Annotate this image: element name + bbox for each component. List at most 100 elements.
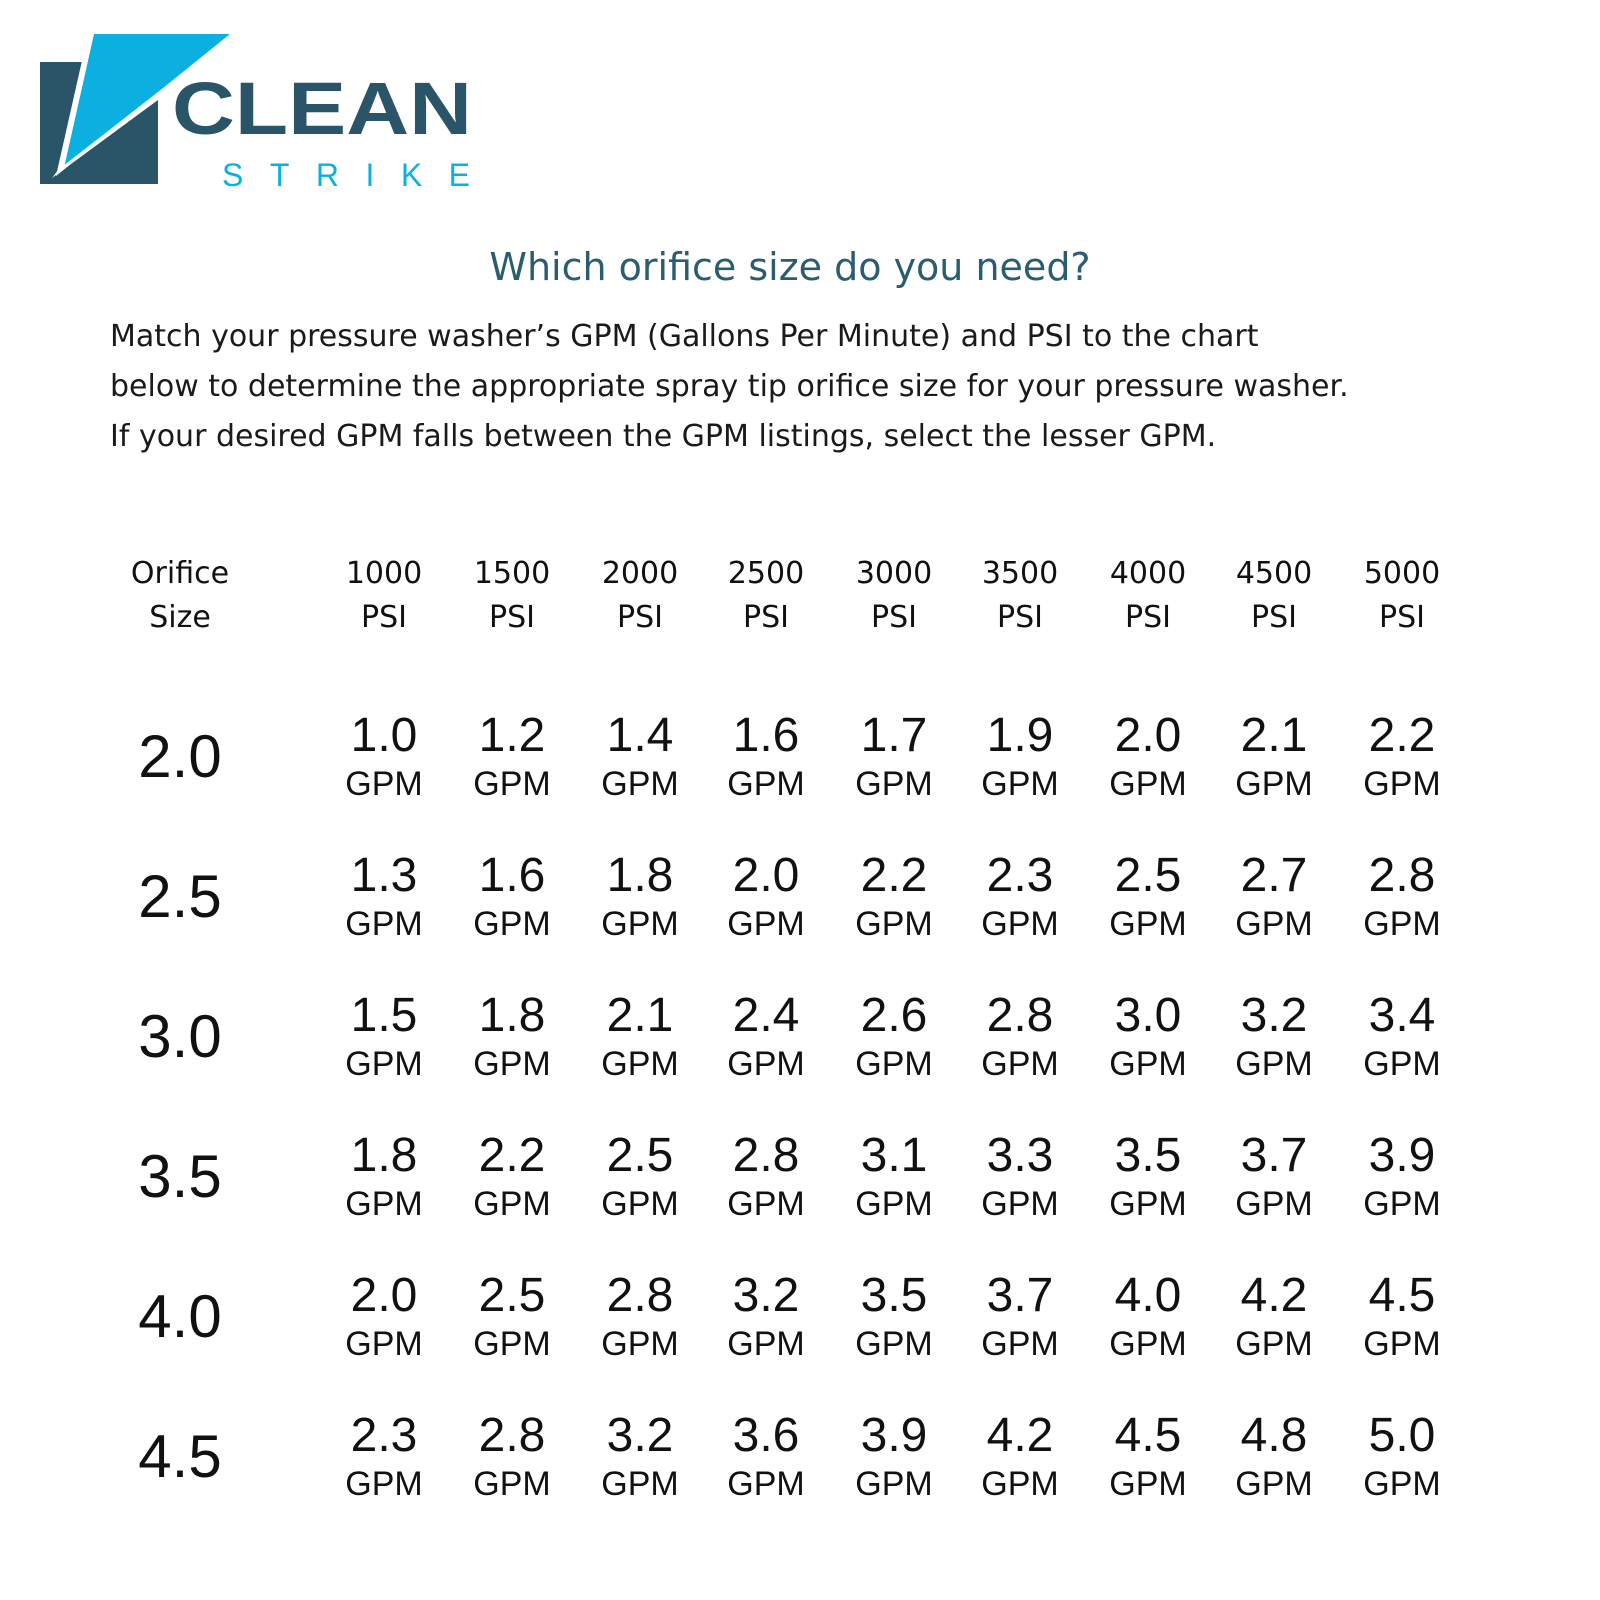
- gpm-value: 4.2: [1240, 1269, 1308, 1322]
- gpm-value: 3.0: [1114, 989, 1182, 1042]
- gpm-value: 2.7: [1240, 849, 1308, 902]
- gpm-unit: GPM: [1235, 1045, 1313, 1083]
- gpm-value: 1.8: [350, 1129, 418, 1182]
- header-orifice-size: Orifice Size: [121, 552, 239, 640]
- gpm-unit: GPM: [1363, 1465, 1441, 1503]
- gpm-unit: GPM: [1109, 1045, 1187, 1083]
- gpm-value: 4.8: [1240, 1409, 1308, 1462]
- gpm-value: 3.1: [860, 1129, 928, 1182]
- gpm-value: 3.2: [1240, 989, 1308, 1042]
- gpm-unit: GPM: [1235, 1465, 1313, 1503]
- gpm-unit: GPM: [601, 1465, 679, 1503]
- header-text: 1000: [345, 556, 423, 591]
- gpm-value: 2.6: [860, 989, 928, 1042]
- gpm-value: 3.3: [986, 1129, 1054, 1182]
- gpm-value: 1.3: [350, 849, 418, 902]
- gpm-value: 3.4: [1368, 989, 1436, 1042]
- gpm-value: 2.8: [1368, 849, 1436, 902]
- gpm-unit: GPM: [473, 1325, 551, 1363]
- gpm-unit: GPM: [981, 1185, 1059, 1223]
- intro-line: If your desired GPM falls between the GP…: [110, 419, 1217, 454]
- gpm-value: 2.5: [478, 1269, 546, 1322]
- header-text: 1500: [473, 556, 551, 591]
- header-text: PSI: [997, 600, 1043, 635]
- gpm-value: 1.8: [478, 989, 546, 1042]
- gpm-unit: GPM: [855, 1185, 933, 1223]
- orifice-size: 3.0: [138, 1003, 222, 1070]
- gpm-value: 3.5: [860, 1269, 928, 1322]
- header-psi: 3000 PSI: [835, 552, 953, 640]
- gpm-unit: GPM: [727, 1465, 805, 1503]
- header-text: 4000: [1109, 556, 1187, 591]
- gpm-unit: GPM: [345, 1325, 423, 1363]
- gpm-unit: GPM: [727, 1325, 805, 1363]
- gpm-value: 2.2: [860, 849, 928, 902]
- gpm-unit: GPM: [981, 765, 1059, 803]
- gpm-value: 2.5: [606, 1129, 674, 1182]
- header-psi: 1500 PSI: [453, 552, 571, 640]
- intro-line: Match your pressure washer’s GPM (Gallon…: [110, 319, 1259, 354]
- gpm-unit: GPM: [981, 1325, 1059, 1363]
- gpm-unit: GPM: [855, 1045, 933, 1083]
- gpm-unit: GPM: [981, 1045, 1059, 1083]
- gpm-unit: GPM: [727, 765, 805, 803]
- gpm-value: 2.8: [732, 1129, 800, 1182]
- gpm-unit: GPM: [473, 1045, 551, 1083]
- gpm-unit: GPM: [1363, 1045, 1441, 1083]
- gpm-value: 2.3: [350, 1409, 418, 1462]
- gpm-value: 4.0: [1114, 1269, 1182, 1322]
- gpm-unit: GPM: [855, 905, 933, 943]
- gpm-unit: GPM: [473, 765, 551, 803]
- gpm-value: 2.4: [732, 989, 800, 1042]
- gpm-unit: GPM: [345, 1465, 423, 1503]
- header-text: PSI: [871, 600, 917, 635]
- gpm-value: 1.7: [860, 709, 928, 762]
- gpm-value: 2.5: [1114, 849, 1182, 902]
- gpm-unit: GPM: [727, 1185, 805, 1223]
- header-psi: 4500 PSI: [1215, 552, 1333, 640]
- gpm-value: 2.8: [986, 989, 1054, 1042]
- svg-text:CLEAN: CLEAN: [172, 67, 472, 150]
- gpm-unit: GPM: [473, 1185, 551, 1223]
- gpm-value: 4.5: [1114, 1409, 1182, 1462]
- page-title: Which orifice size do you need?: [489, 245, 1091, 289]
- orifice-size: 3.5: [138, 1143, 222, 1210]
- gpm-unit: GPM: [601, 1185, 679, 1223]
- gpm-unit: GPM: [1109, 765, 1187, 803]
- gpm-unit: GPM: [473, 1465, 551, 1503]
- header-text: PSI: [1125, 600, 1171, 635]
- gpm-unit: GPM: [601, 765, 679, 803]
- gpm-unit: GPM: [601, 905, 679, 943]
- gpm-unit: GPM: [345, 1045, 423, 1083]
- gpm-unit: GPM: [601, 1325, 679, 1363]
- gpm-unit: GPM: [981, 1465, 1059, 1503]
- gpm-unit: GPM: [345, 1185, 423, 1223]
- gpm-value: 4.2: [986, 1409, 1054, 1462]
- gpm-value: 1.2: [478, 709, 546, 762]
- gpm-unit: GPM: [345, 905, 423, 943]
- clean-strike-logo: CLEAN STRIKE: [40, 34, 472, 190]
- gpm-value: 1.0: [350, 709, 418, 762]
- gpm-value: 3.2: [732, 1269, 800, 1322]
- header-text: 3500: [981, 556, 1059, 591]
- gpm-unit: GPM: [1235, 1325, 1313, 1363]
- gpm-value: 2.1: [606, 989, 674, 1042]
- gpm-unit: GPM: [1109, 905, 1187, 943]
- gpm-unit: GPM: [473, 905, 551, 943]
- gpm-unit: GPM: [855, 765, 933, 803]
- header-psi: 5000 PSI: [1343, 552, 1461, 640]
- gpm-value: 2.2: [1368, 709, 1436, 762]
- gpm-unit: GPM: [1109, 1185, 1187, 1223]
- gpm-unit: GPM: [981, 905, 1059, 943]
- gpm-unit: GPM: [1363, 1325, 1441, 1363]
- gpm-value: 2.3: [986, 849, 1054, 902]
- gpm-value: 3.7: [1240, 1129, 1308, 1182]
- gpm-value: 4.5: [1368, 1269, 1436, 1322]
- gpm-value: 1.6: [478, 849, 546, 902]
- gpm-unit: GPM: [727, 1045, 805, 1083]
- header-text: PSI: [743, 600, 789, 635]
- intro-line: below to determine the appropriate spray…: [110, 369, 1349, 404]
- gpm-value: 2.0: [350, 1269, 418, 1322]
- gpm-unit: GPM: [855, 1325, 933, 1363]
